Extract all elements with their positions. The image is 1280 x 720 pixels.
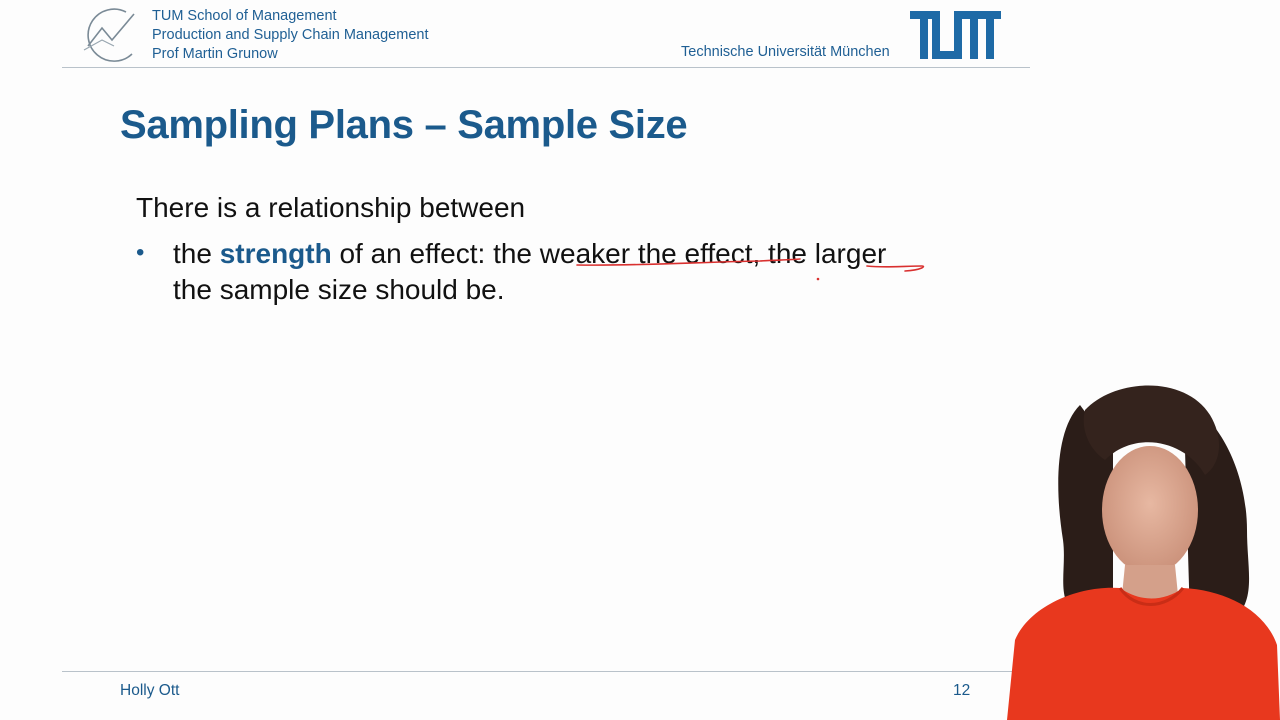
professor-name: Prof Martin Grunow [152, 46, 278, 62]
presenter-video-icon [1007, 385, 1280, 720]
bullet-marker: • [136, 239, 145, 266]
slide-title: Sampling Plans – Sample Size [120, 103, 688, 147]
footer-author: Holly Ott [120, 682, 180, 699]
bullet-text: the strength of an effect: the weaker th… [173, 236, 973, 308]
slide: TUM School of Management Production and … [62, 7, 1030, 699]
school-name: TUM School of Management [152, 8, 337, 24]
chart-curve-logo-icon [83, 8, 135, 62]
footer-divider [62, 671, 1030, 672]
bullet-line-2: the sample size should be. [173, 274, 505, 305]
header-divider [62, 67, 1030, 68]
bullet-line-1: of an effect: the weaker the effect, the… [331, 238, 887, 269]
bullet-keyword: strength [219, 238, 332, 269]
page-number: 12 [953, 682, 971, 699]
bullet-prefix: the [173, 238, 220, 269]
header-chair-info: TUM School of Management Production and … [152, 7, 428, 64]
intro-text: There is a relationship between [136, 192, 526, 223]
tum-logo-icon [910, 11, 1001, 59]
university-name: Technische Universität München [681, 44, 890, 60]
chair-name: Production and Supply Chain Management [152, 27, 429, 43]
